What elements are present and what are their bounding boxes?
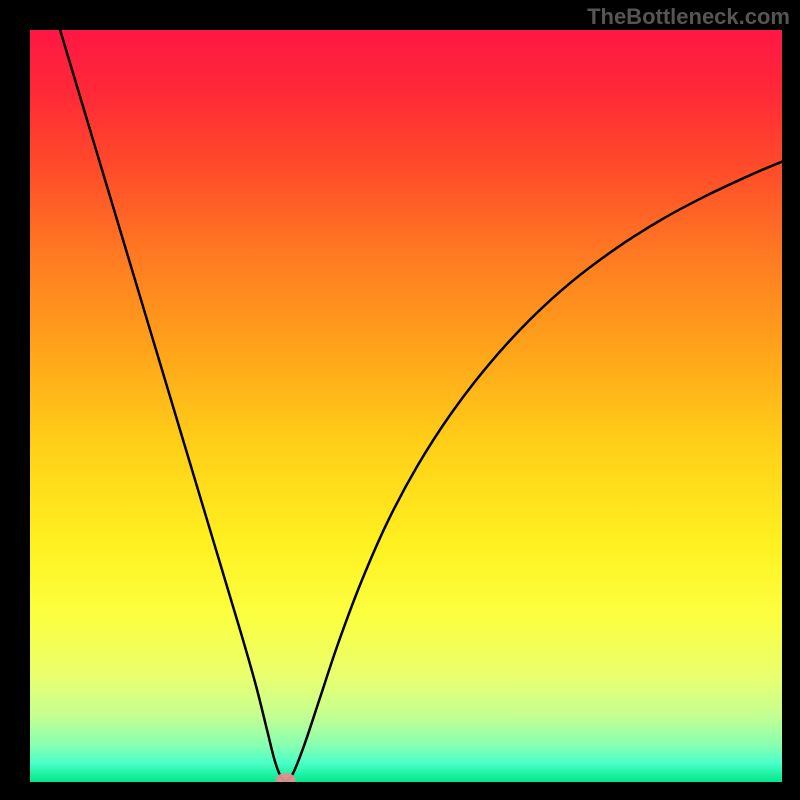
bottleneck-chart <box>30 30 782 782</box>
gradient-background <box>30 30 782 782</box>
attribution-label: TheBottleneck.com <box>587 4 790 30</box>
plot-area <box>30 30 782 782</box>
